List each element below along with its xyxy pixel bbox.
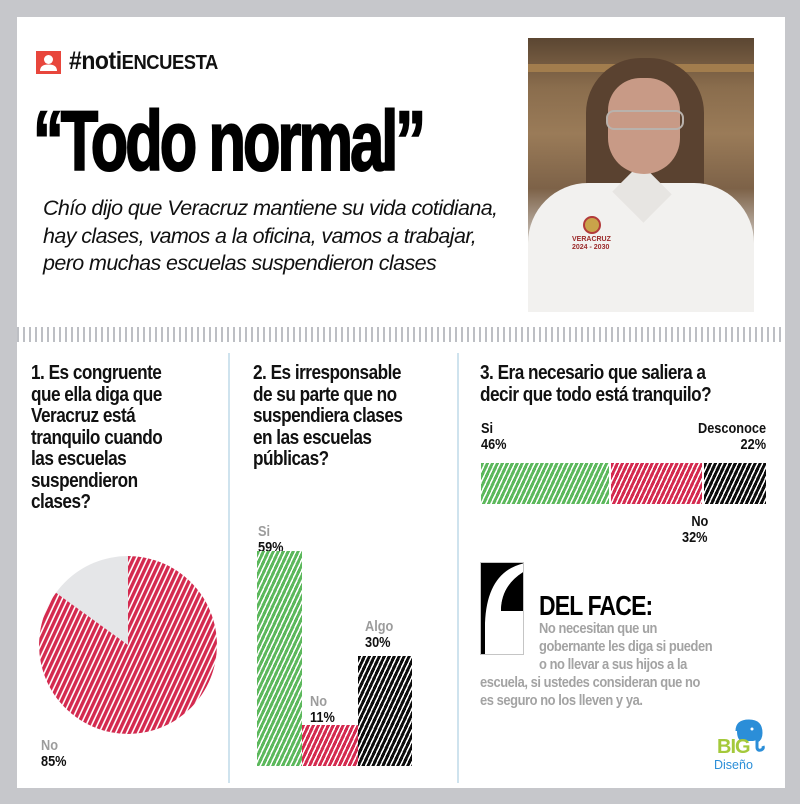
hbar-label-no: No 32% xyxy=(682,514,708,546)
question-line: suspendiera clases xyxy=(253,405,403,427)
question-line: 2. Es irresponsable xyxy=(253,362,401,384)
speaker-photo: VERACRUZ 2024 - 2030 xyxy=(528,38,754,312)
label-value: 11% xyxy=(310,709,335,726)
bar-label-algo: Algo 30% xyxy=(365,619,393,651)
tag-prefix: #noti xyxy=(69,47,122,75)
label-key: Algo xyxy=(365,618,394,635)
subtitle-line: pero muchas escuelas suspendieron clases xyxy=(43,251,437,275)
user-icon xyxy=(36,51,61,74)
subtitle-line: Chío dijo que Veracruz mantiene su vida … xyxy=(43,196,498,220)
label-value: 85% xyxy=(41,753,67,770)
question-line: las escuelas xyxy=(31,448,127,470)
label-key: No xyxy=(41,737,58,754)
logo-diseno: Diseño xyxy=(714,758,753,772)
column-divider xyxy=(457,353,459,783)
tag-suffix: ENCUESTA xyxy=(121,52,219,74)
del-face-line: No necesitan que un xyxy=(539,620,657,637)
striped-divider xyxy=(17,327,785,342)
question-line: de su parte que no xyxy=(253,383,397,406)
subtitle: Chío dijo que Veracruz mantiene su vida … xyxy=(43,195,543,278)
label-key: No xyxy=(310,693,327,710)
label-key: No xyxy=(691,513,709,530)
logo-big: BIG xyxy=(717,736,751,758)
hbar-no xyxy=(611,463,702,504)
question-line: en las escuelas xyxy=(253,426,372,449)
question-line: tranquilo cuando xyxy=(31,426,163,449)
label-key: Si xyxy=(258,523,271,540)
subtitle-line: hay clases, vamos a la oficina, vamos a … xyxy=(43,223,477,248)
bar-algo xyxy=(358,656,412,766)
photo-glasses xyxy=(606,110,684,130)
question-line: decir que todo está tranquilo? xyxy=(480,383,712,406)
label-key: Si xyxy=(481,420,494,437)
photo-face xyxy=(608,78,680,174)
hbar-label-desconoce: Desconoce 22% xyxy=(698,421,766,453)
bar-no xyxy=(302,725,358,766)
section-tag: #notiENCUESTA xyxy=(69,47,218,76)
hbar-si xyxy=(481,463,609,504)
label-value: 30% xyxy=(365,634,391,651)
question-line: 1. Es congruente xyxy=(31,362,162,384)
page-title: “Todo normal” xyxy=(32,94,426,188)
question-2: 2. Es irresponsable de su parte que no s… xyxy=(253,362,451,471)
question-line: clases? xyxy=(31,491,91,513)
del-face-line: gobernante les diga si pueden xyxy=(539,638,713,655)
del-face-title: DEL FACE: xyxy=(539,590,653,621)
bar-si xyxy=(257,551,302,766)
photo-badge-text: VERACRUZ 2024 - 2030 xyxy=(572,236,611,251)
label-value: 32% xyxy=(682,529,708,546)
bar-label-no: No 11% xyxy=(310,694,335,726)
quote-icon xyxy=(480,562,524,655)
question-line: 3. Era necesario que saliera a xyxy=(480,362,706,384)
pie-label-no: No 85% xyxy=(41,738,67,770)
del-face-line: escuela, si ustedes consideran que no xyxy=(480,674,700,691)
del-face-line: es seguro no los lleven y ya. xyxy=(480,692,643,709)
question-line: suspendieron xyxy=(31,469,138,492)
label-key: Desconoce xyxy=(697,420,766,437)
label-value: 46% xyxy=(481,436,507,453)
label-value: 22% xyxy=(740,436,766,453)
question-line: públicas? xyxy=(253,448,329,470)
question-3: 3. Era necesario que saliera a decir que… xyxy=(480,362,772,406)
hbar-desconoce xyxy=(704,463,766,504)
pie-chart-q1 xyxy=(39,556,217,734)
elephant-logo-icon xyxy=(733,719,767,758)
pie-slice-no xyxy=(39,556,217,734)
question-line: Veracruz está xyxy=(31,405,136,427)
del-face-line: o no llevar a sus hijos a la xyxy=(539,656,687,673)
column-divider xyxy=(228,353,230,783)
question-1: 1. Es congruente que ella diga que Verac… xyxy=(31,362,220,514)
infographic-card: #notiENCUESTA “Todo normal” Chío dijo qu… xyxy=(17,17,785,788)
hbar-label-si: Si 46% xyxy=(481,421,507,453)
shield-icon xyxy=(583,216,601,234)
question-line: que ella diga que xyxy=(31,383,162,406)
